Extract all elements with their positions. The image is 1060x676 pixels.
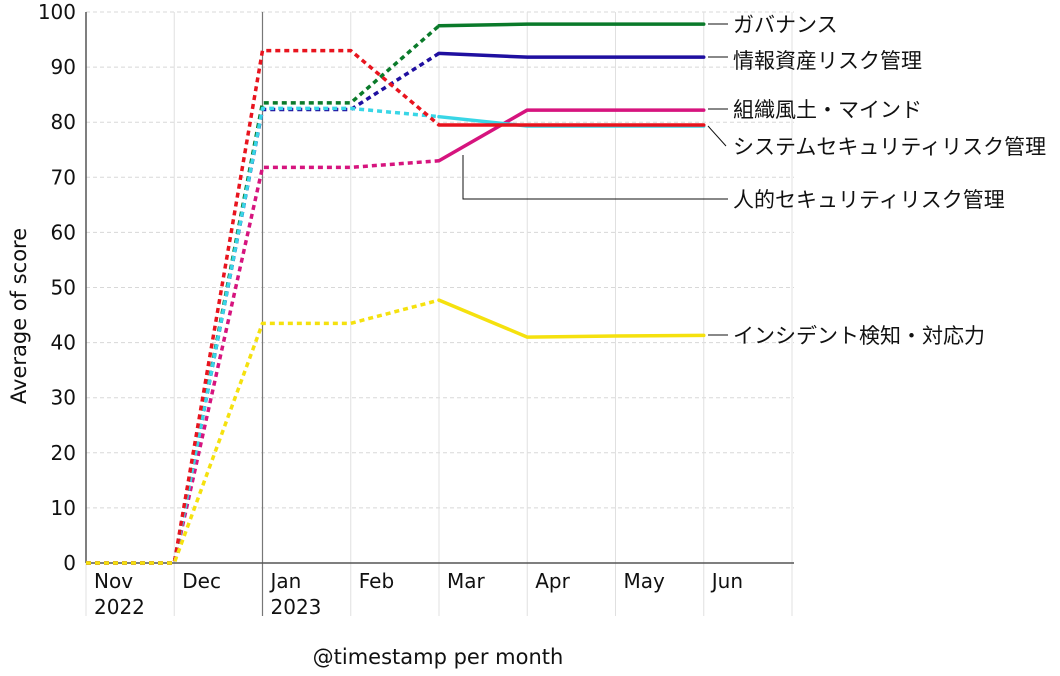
y-tick-label: 50 bbox=[51, 276, 76, 300]
y-tick-label: 20 bbox=[51, 441, 76, 465]
series-line-dashed-5 bbox=[86, 298, 440, 565]
y-tick-label: 80 bbox=[51, 110, 76, 134]
x-tick-label: Jun bbox=[710, 569, 743, 593]
series-lines bbox=[86, 22, 706, 565]
x-axis-title: @timestamp per month bbox=[313, 645, 564, 669]
x-tick-label: Nov bbox=[94, 569, 133, 593]
y-tick-label: 60 bbox=[51, 220, 76, 244]
y-tick-label: 10 bbox=[51, 496, 76, 520]
grid bbox=[85, 11, 794, 616]
legend-label: 人的セキュリティリスク管理 bbox=[733, 188, 1005, 212]
x-tick-label: Apr bbox=[535, 569, 570, 593]
legend-label: 情報資産リスク管理 bbox=[733, 49, 922, 73]
y-tick-label: 40 bbox=[51, 331, 76, 355]
y-tick-label: 70 bbox=[51, 165, 76, 189]
y-tick-label: 100 bbox=[38, 0, 76, 24]
legend-label: システムセキュリティリスク管理 bbox=[733, 135, 1046, 159]
legend: ガバナンス情報資産リスク管理組織風土・マインドシステムセキュリティリスク管理人的… bbox=[462, 13, 1046, 348]
x-tick-label: 2022 bbox=[94, 595, 145, 619]
x-tick-label: Dec bbox=[182, 569, 221, 593]
y-tick-labels: 0 10 20 30 40 50 60 70 80 90 100 bbox=[38, 0, 76, 575]
x-tick-label: Mar bbox=[447, 569, 486, 593]
x-tick-label: Feb bbox=[359, 569, 394, 593]
legend-label: インシデント検知・対応力 bbox=[733, 324, 985, 348]
series-line-solid-1 bbox=[437, 51, 706, 59]
x-tick-label: 2023 bbox=[271, 595, 322, 619]
legend-label: ガバナンス bbox=[733, 13, 838, 37]
series-line-solid-0 bbox=[437, 22, 706, 28]
series-line-solid-5 bbox=[437, 298, 706, 339]
legend-leader-4 bbox=[462, 155, 728, 200]
legend-label: 組織風土・マインド bbox=[733, 98, 922, 122]
axes bbox=[85, 12, 794, 564]
legend-leader-3 bbox=[707, 125, 727, 147]
x-tick-label: May bbox=[624, 569, 666, 593]
x-tick-label: Jan bbox=[269, 569, 302, 593]
y-tick-label: 0 bbox=[63, 551, 76, 575]
series-line-solid-2 bbox=[437, 108, 706, 163]
y-tick-label: 30 bbox=[51, 386, 76, 410]
y-tick-label: 90 bbox=[51, 55, 76, 79]
y-axis-title: Average of score bbox=[7, 228, 31, 404]
